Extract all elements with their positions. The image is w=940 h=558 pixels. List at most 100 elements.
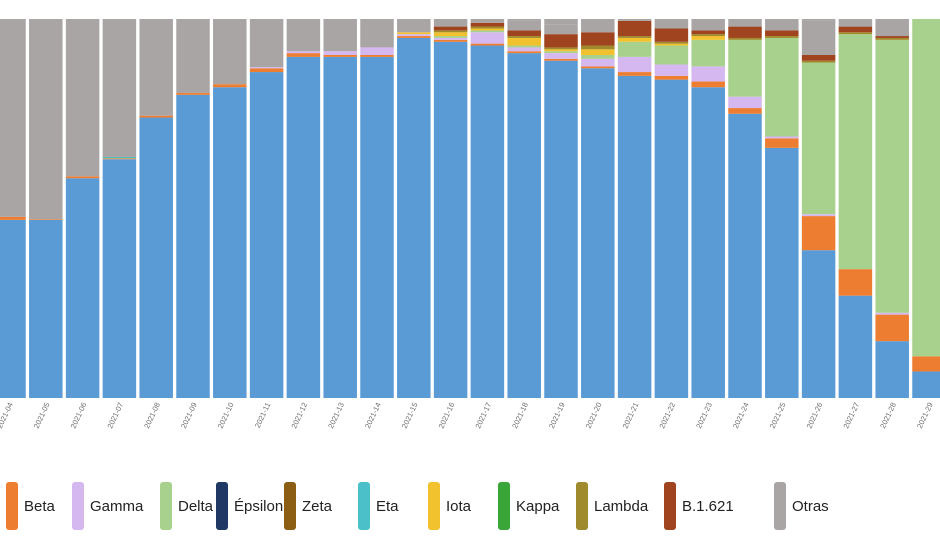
bar-segment-2021-09-Alfa — [176, 94, 210, 399]
bar-segment-2021-25-Otras — [765, 19, 799, 31]
bar-segment-2021-29-Alfa — [912, 371, 940, 398]
legend-label: Lambda — [594, 497, 649, 515]
legend-label: Iota — [446, 497, 472, 515]
bar-segment-2021-23-Gamma — [691, 66, 725, 82]
bar-segment-2021-16-Alfa — [433, 41, 468, 399]
legend-label: Beta — [24, 497, 55, 515]
x-tick-label: 2021-13 — [326, 401, 346, 430]
bar-segment-2021-08-Beta — [139, 115, 173, 118]
bar-segment-2021-15-Gamma — [397, 34, 431, 37]
bars-group — [0, 19, 940, 399]
x-tick-label: 2021-23 — [694, 401, 714, 430]
legend-item-zeta: Zeta — [284, 482, 332, 530]
bar-segment-2021-12-Beta — [286, 53, 321, 57]
bar-segment-2021-16-Iota — [433, 32, 468, 37]
bar-segment-2021-27-B.1.621 — [838, 26, 873, 33]
bar-segment-2021-22-Beta — [654, 75, 689, 80]
bar-segment-2021-07-Otras — [102, 19, 137, 157]
bar-segment-2021-16-B.1.621 — [433, 26, 468, 31]
bar-segment-2021-26-remainder — [801, 19, 836, 21]
bar-segment-2021-13-Gamma — [323, 51, 357, 55]
bar-segment-2021-05-Beta — [29, 219, 63, 220]
bar-segment-2021-27-Alfa — [838, 295, 873, 398]
bar-segment-2021-25-Gamma — [765, 136, 799, 139]
bar-segment-2021-10-Otras — [213, 19, 247, 85]
legend-swatch — [428, 482, 440, 530]
bar-segment-2021-23-B.1.621 — [691, 30, 725, 35]
legend-label: Kappa — [516, 497, 560, 515]
x-tick-label: 2021-29 — [915, 401, 935, 430]
bar-segment-2021-07-Alfa — [102, 159, 137, 398]
bar-segment-2021-18-Gamma — [507, 47, 541, 52]
bar-segment-2021-26-Otras — [801, 20, 836, 55]
bar-segment-2021-25-Alfa — [765, 147, 799, 398]
bar-segment-2021-24-Beta — [728, 108, 762, 114]
bar-segment-2021-12-Otras — [286, 19, 321, 52]
bar-segment-2021-08-Otras — [139, 19, 173, 116]
bar-segment-2021-16-Beta — [433, 39, 468, 42]
bar-segment-2021-17-B.1.621 — [470, 22, 505, 27]
bar-segment-2021-04-Alfa — [0, 219, 26, 398]
bar-segment-2021-19-Lambda — [544, 47, 578, 50]
legend-item-gamma: Gamma — [72, 482, 143, 530]
x-tick-label: 2021-20 — [584, 401, 604, 430]
bar-segment-2021-11-Gamma — [249, 67, 284, 69]
bar-segment-2021-21-Delta — [617, 41, 652, 57]
bar-segment-2021-15-Otras — [397, 19, 431, 33]
bar-segment-2021-17-Gamma — [470, 32, 505, 44]
bar-segment-2021-18-Lambda — [507, 36, 541, 38]
bar-segment-2021-16-Delta — [433, 36, 468, 38]
bar-segment-2021-07-Eta — [102, 156, 137, 159]
bar-segment-2021-19-Delta — [544, 51, 578, 54]
legend-swatch — [6, 482, 18, 530]
bar-segment-2021-10-Beta — [213, 84, 247, 88]
legend-swatch — [284, 482, 296, 530]
bar-segment-2021-26-Alfa — [801, 250, 836, 398]
bar-segment-2021-24-Delta — [728, 39, 762, 97]
bar-segment-2021-19-remainder — [544, 19, 578, 25]
bar-segment-2021-06-Alfa — [65, 178, 100, 398]
bar-segment-2021-18-Alfa — [507, 53, 541, 399]
bar-segment-2021-17-Beta — [470, 43, 505, 46]
bar-segment-2021-09-Otras — [176, 19, 210, 93]
legend-swatch — [216, 482, 228, 530]
x-tick-label: 2021-05 — [32, 401, 52, 430]
x-tick-label: 2021-19 — [547, 401, 567, 430]
x-tick-label: 2021-04 — [0, 401, 15, 430]
bar-segment-2021-21-Alfa — [617, 75, 652, 398]
bar-segment-2021-27-Beta — [838, 269, 873, 296]
bar-segment-2021-11-Alfa — [249, 72, 284, 398]
legend-swatch — [774, 482, 786, 530]
bar-segment-2021-17-Lambda — [470, 26, 505, 29]
bar-segment-2021-11-Beta — [249, 68, 284, 73]
bar-segment-2021-25-B.1.621 — [765, 30, 799, 37]
legend-label: Zeta — [302, 497, 333, 515]
bar-segment-2021-07-Beta — [102, 158, 137, 160]
bar-segment-2021-23-Beta — [691, 81, 725, 88]
bar-segment-2021-15-Alfa — [397, 37, 431, 398]
bar-segment-2021-14-Beta — [360, 55, 394, 57]
x-axis-tick-labels: 2021-04 2021-05 2021-06 2021-07 2021-08 2021-… — [0, 401, 935, 430]
bar-segment-2021-19-Beta — [544, 58, 578, 61]
legend-item--psilon: Épsilon — [216, 482, 283, 530]
bar-segment-2021-18-B.1.621 — [507, 30, 541, 37]
bar-segment-2021-13-Beta — [323, 55, 357, 57]
bar-segment-2021-09-Beta — [176, 92, 210, 95]
x-tick-label: 2021-22 — [657, 401, 677, 430]
bar-segment-2021-16-Lambda — [433, 30, 468, 33]
legend-swatch — [72, 482, 84, 530]
bar-segment-2021-19-Alfa — [544, 60, 578, 398]
bar-segment-2021-11-Otras — [249, 19, 284, 68]
bar-segment-2021-23-Lambda — [691, 34, 725, 37]
legend-label: Gamma — [90, 497, 144, 515]
bar-segment-2021-05-Alfa — [29, 219, 63, 398]
x-tick-label: 2021-28 — [878, 401, 898, 430]
bar-segment-2021-12-Gamma — [286, 51, 321, 54]
x-tick-label: 2021-26 — [805, 401, 825, 430]
x-tick-label: 2021-12 — [289, 401, 309, 430]
bar-segment-2021-28-Gamma — [875, 312, 909, 315]
bar-segment-2021-17-Alfa — [470, 45, 505, 398]
bar-segment-2021-06-Beta — [65, 176, 100, 179]
bar-segment-2021-18-remainder — [507, 19, 541, 21]
x-tick-label: 2021-17 — [473, 401, 493, 430]
